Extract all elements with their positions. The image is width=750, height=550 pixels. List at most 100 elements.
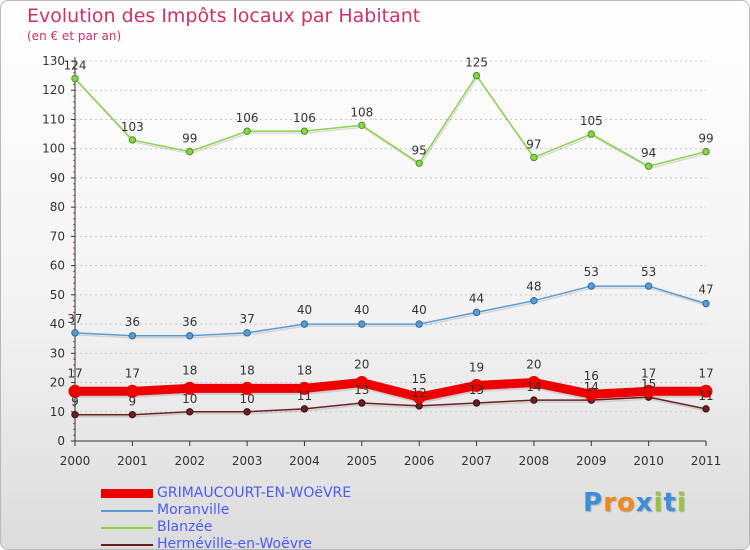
data-label: 10 xyxy=(182,392,197,406)
data-point xyxy=(71,410,79,419)
data-point xyxy=(186,332,194,340)
data-point xyxy=(71,74,79,83)
x-tick-label: 2005 xyxy=(347,454,378,468)
data-point xyxy=(587,282,595,290)
data-label: 105 xyxy=(580,114,603,128)
data-label: 17 xyxy=(125,366,140,380)
series-shadow xyxy=(75,76,708,169)
data-point xyxy=(358,399,366,407)
data-point xyxy=(300,320,309,328)
data-point xyxy=(470,378,484,392)
data-label: 20 xyxy=(526,358,541,372)
data-label: 18 xyxy=(297,363,312,377)
data-label: 9 xyxy=(129,395,137,409)
data-label: 124 xyxy=(64,59,87,73)
y-tick-label: 120 xyxy=(42,83,65,97)
logo-letter: P xyxy=(583,488,604,518)
series-shadow xyxy=(76,398,708,418)
logo-letter: t xyxy=(663,488,677,518)
data-point xyxy=(587,130,595,138)
data-point xyxy=(472,308,481,317)
y-tick-label: 90 xyxy=(50,171,65,185)
data-label: 37 xyxy=(239,312,254,326)
x-tick-label: 2003 xyxy=(232,454,263,468)
data-point xyxy=(530,296,538,305)
data-label: 36 xyxy=(182,315,197,329)
y-tick-label: 30 xyxy=(50,346,65,360)
y-tick-label: 60 xyxy=(50,259,65,273)
data-point xyxy=(358,320,366,328)
data-label: 19 xyxy=(469,360,484,374)
data-point xyxy=(642,384,656,398)
y-tick-label: 80 xyxy=(50,200,65,214)
data-label: 13 xyxy=(354,383,369,397)
data-point xyxy=(300,127,309,135)
data-label: 36 xyxy=(125,315,140,329)
legend-swatch-moranville xyxy=(101,510,153,512)
data-point xyxy=(183,381,197,395)
logo-letter: i xyxy=(676,488,687,518)
y-tick-label: 130 xyxy=(42,54,65,68)
data-point xyxy=(412,390,426,404)
x-tick-label: 2010 xyxy=(633,454,664,468)
data-point xyxy=(128,332,137,340)
data-point xyxy=(125,384,139,398)
data-label: 108 xyxy=(350,105,373,119)
data-label: 14 xyxy=(526,380,541,394)
y-tick-label: 110 xyxy=(42,112,65,126)
logo-letter: x xyxy=(635,488,654,518)
x-tick-label: 2002 xyxy=(174,454,205,468)
data-point xyxy=(243,408,251,416)
y-tick-label: 0 xyxy=(57,434,65,448)
y-tick-label: 50 xyxy=(50,288,65,302)
series-shadow xyxy=(75,287,708,339)
data-label: 48 xyxy=(526,280,541,294)
data-label: 12 xyxy=(412,386,427,400)
data-point xyxy=(702,299,710,308)
chart-subtitle: (en € et par an) xyxy=(27,29,122,43)
legend-label-grimaucourt: GRIMAUCOURT-EN-WOëVRE xyxy=(157,485,352,501)
data-point xyxy=(297,381,311,395)
data-label: 95 xyxy=(412,143,427,157)
data-label: 18 xyxy=(182,363,197,377)
legend-swatch-hermeville xyxy=(101,544,153,546)
data-point xyxy=(699,384,713,398)
x-tick-label: 2007 xyxy=(461,454,492,468)
data-label: 125 xyxy=(465,56,488,70)
data-point xyxy=(243,127,251,135)
data-point xyxy=(358,121,366,130)
legend-swatch-blanzee xyxy=(101,527,153,529)
data-point xyxy=(355,376,369,390)
data-point xyxy=(530,153,538,162)
data-label: 40 xyxy=(297,303,312,317)
x-tick-label: 2001 xyxy=(117,454,148,468)
series-line-0 xyxy=(70,378,711,402)
data-label: 103 xyxy=(121,120,144,134)
data-label: 40 xyxy=(354,303,369,317)
legend-swatch-grimaucourt xyxy=(101,489,153,498)
data-label: 16 xyxy=(584,369,599,383)
y-tick-label: 20 xyxy=(50,376,65,390)
data-point xyxy=(472,399,481,407)
y-tick-label: 100 xyxy=(42,142,65,156)
data-point xyxy=(415,320,423,328)
data-label: 18 xyxy=(239,363,254,377)
data-label: 11 xyxy=(297,389,312,403)
x-tick-label: 2004 xyxy=(289,454,320,468)
data-label: 17 xyxy=(641,366,656,380)
x-tick-label: 2000 xyxy=(60,454,91,468)
data-point xyxy=(702,147,710,156)
data-point xyxy=(584,387,598,401)
data-label: 13 xyxy=(469,383,484,397)
data-label: 97 xyxy=(526,137,541,151)
data-point xyxy=(415,402,423,410)
series-line-1 xyxy=(74,285,707,337)
series-line-3 xyxy=(74,396,707,416)
legend-label-hermeville: Herméville-en-Woëvre xyxy=(157,536,313,550)
data-label: 17 xyxy=(67,366,82,380)
data-label: 53 xyxy=(584,265,599,279)
x-tick-label: 2008 xyxy=(519,454,550,468)
data-point xyxy=(415,159,423,168)
data-label: 40 xyxy=(412,303,427,317)
